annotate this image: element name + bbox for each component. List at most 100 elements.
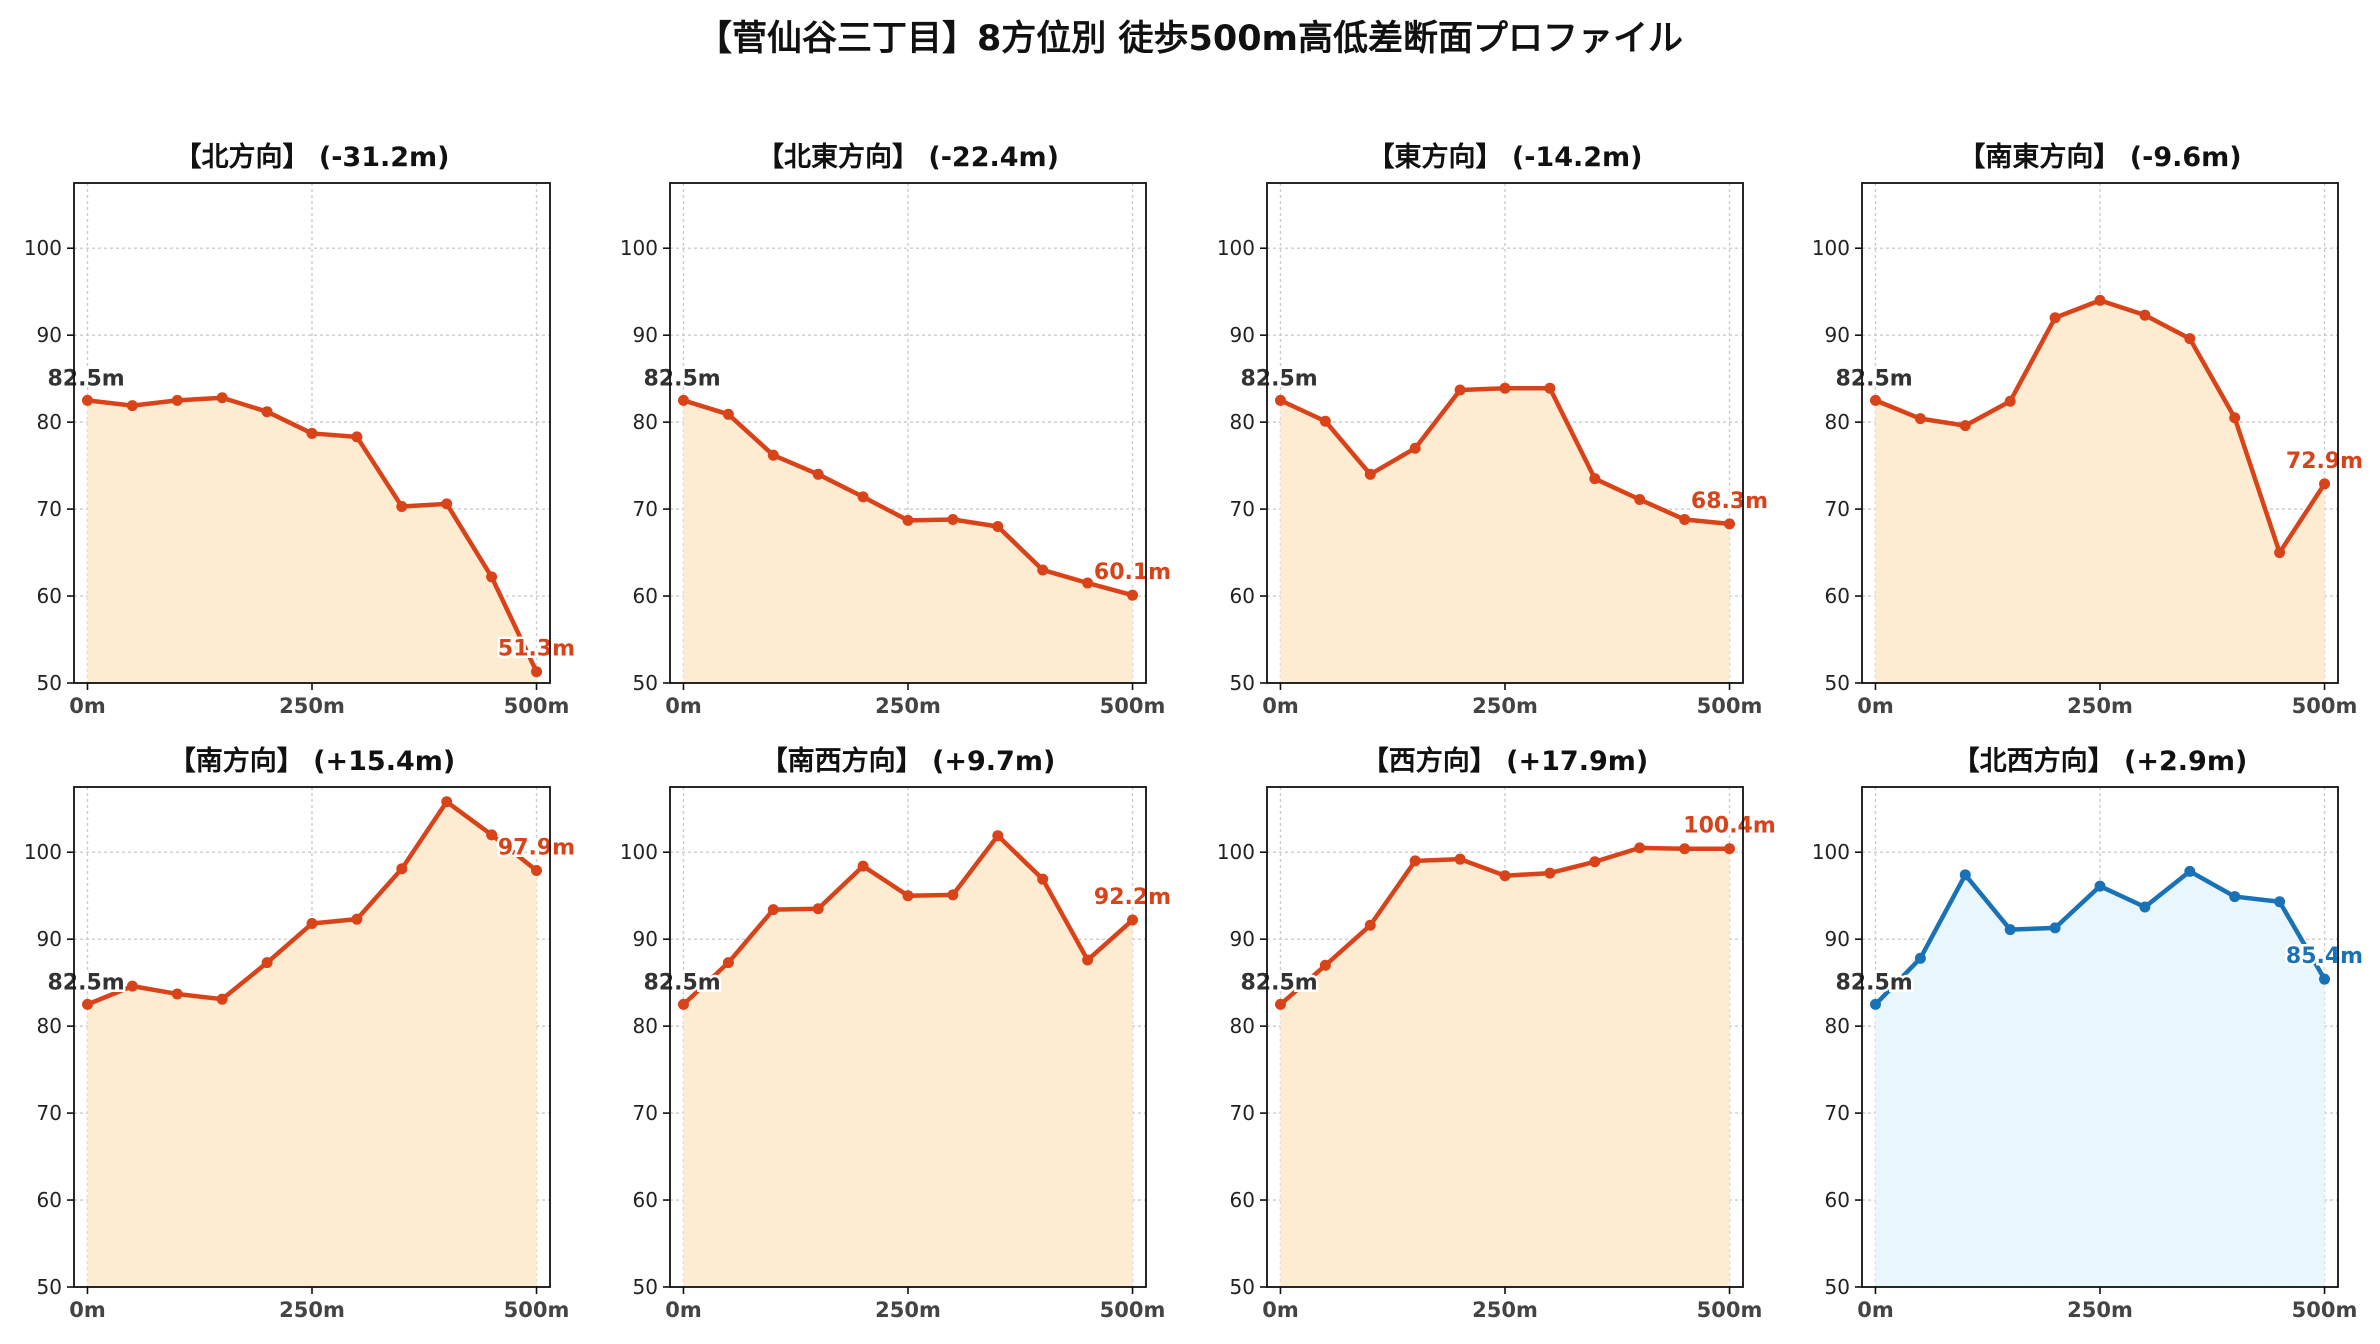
data-point: [677, 394, 689, 406]
data-point: [306, 427, 318, 439]
data-point: [2229, 891, 2241, 903]
data-point: [992, 830, 1004, 842]
y-tick-label: 80: [1230, 1014, 1255, 1038]
data-point: [1589, 473, 1601, 485]
x-tick-label: 500m: [504, 694, 570, 718]
y-tick-label: 90: [1230, 323, 1255, 347]
start-label: 82.5m: [1835, 970, 1912, 995]
y-tick-label: 50: [37, 671, 62, 695]
x-tick-label: 250m: [279, 1298, 345, 1322]
data-point: [902, 514, 914, 526]
data-point: [531, 864, 543, 876]
end-label: 100.4m: [1683, 814, 1776, 839]
y-tick-label: 100: [1812, 840, 1850, 864]
y-tick-label: 70: [37, 1101, 62, 1125]
data-point: [1724, 518, 1736, 530]
data-point: [1409, 855, 1421, 867]
chart-title: 【南西方向】 (+9.7m): [761, 745, 1056, 777]
data-point: [531, 666, 543, 678]
chart-title: 【東方向】 (-14.2m): [1367, 141, 1642, 173]
area-fill: [1875, 871, 2325, 1287]
y-tick-label: 90: [1825, 927, 1850, 951]
x-tick-label: 250m: [875, 694, 941, 718]
data-point: [1914, 952, 1926, 964]
start-label: 82.5m: [47, 366, 124, 391]
data-point: [2049, 922, 2061, 934]
data-point: [1869, 998, 1881, 1010]
x-tick-label: 0m: [665, 694, 702, 718]
chart-panel-5: 【南方向】 (+15.4m) 82.5m 97.9m 50 60 70 80 90 100 0m 2…: [24, 745, 578, 1322]
area-fill: [1280, 388, 1730, 683]
data-point: [1274, 394, 1286, 406]
x-tick-label: 250m: [875, 1298, 941, 1322]
data-point: [767, 449, 779, 461]
data-point: [902, 890, 914, 902]
chart-title: 【北西方向】 (+2.9m): [1953, 745, 2248, 777]
data-point: [1319, 415, 1331, 427]
x-tick-label: 0m: [665, 1298, 702, 1322]
data-point: [1037, 564, 1049, 576]
data-point: [306, 918, 318, 930]
data-point: [1724, 843, 1736, 855]
x-tick-label: 0m: [1857, 694, 1894, 718]
end-label: 92.2m: [1094, 885, 1171, 910]
data-point: [1082, 954, 1094, 966]
y-tick-label: 100: [620, 236, 658, 260]
data-point: [126, 980, 138, 992]
data-point: [1914, 413, 1926, 425]
y-tick-label: 80: [633, 410, 658, 434]
data-point: [396, 500, 408, 512]
data-point: [441, 498, 453, 510]
y-tick-label: 50: [37, 1275, 62, 1299]
data-point: [1959, 869, 1971, 881]
data-point: [171, 394, 183, 406]
end-label: 85.4m: [2286, 944, 2363, 969]
chart-panel-1: 【北方向】 (-31.2m) 82.5m 51.3m 50 60 70 80 90 100 0m 2…: [24, 141, 578, 718]
data-point: [1679, 843, 1691, 855]
x-tick-label: 500m: [1100, 694, 1166, 718]
y-tick-label: 60: [37, 1188, 62, 1212]
data-point: [857, 860, 869, 872]
data-point: [216, 993, 228, 1005]
data-point: [1959, 420, 1971, 432]
data-point: [1544, 382, 1556, 394]
chart-panel-8: 【北西方向】 (+2.9m) 82.5m 85.4m 50 60 70 80 90 100 0m 2…: [1812, 745, 2366, 1322]
start-label: 82.5m: [47, 970, 124, 995]
start-label: 82.5m: [643, 970, 720, 995]
area-fill: [1875, 300, 2325, 683]
y-tick-label: 50: [633, 1275, 658, 1299]
chart-title: 【北方向】 (-31.2m): [174, 141, 449, 173]
y-tick-label: 80: [1825, 410, 1850, 434]
data-point: [992, 520, 1004, 532]
chart-panel-4: 【南東方向】 (-9.6m) 82.5m 72.9m 50 60 70 80 90 100 0m 2…: [1812, 141, 2366, 718]
x-tick-label: 500m: [1697, 1298, 1763, 1322]
data-point: [2094, 880, 2106, 892]
data-point: [2229, 412, 2241, 424]
x-tick-label: 0m: [1857, 1298, 1894, 1322]
data-point: [812, 468, 824, 480]
data-point: [2094, 294, 2106, 306]
end-label: 60.1m: [1094, 560, 1171, 585]
data-point: [216, 392, 228, 404]
y-tick-label: 60: [633, 584, 658, 608]
x-tick-label: 250m: [2067, 1298, 2133, 1322]
y-tick-label: 60: [1825, 1188, 1850, 1212]
data-point: [1499, 870, 1511, 882]
data-point: [1037, 873, 1049, 885]
end-label: 68.3m: [1691, 489, 1768, 514]
x-tick-label: 250m: [2067, 694, 2133, 718]
x-tick-label: 500m: [1100, 1298, 1166, 1322]
x-tick-label: 500m: [504, 1298, 570, 1322]
end-label: 51.3m: [498, 637, 575, 662]
data-point: [1409, 442, 1421, 454]
data-point: [261, 957, 273, 969]
data-point: [722, 957, 734, 969]
data-point: [1869, 394, 1881, 406]
y-tick-label: 50: [1825, 1275, 1850, 1299]
data-point: [396, 863, 408, 875]
x-tick-label: 500m: [2292, 1298, 2358, 1322]
data-point: [261, 406, 273, 418]
data-point: [2319, 478, 2331, 490]
y-tick-label: 70: [633, 497, 658, 521]
